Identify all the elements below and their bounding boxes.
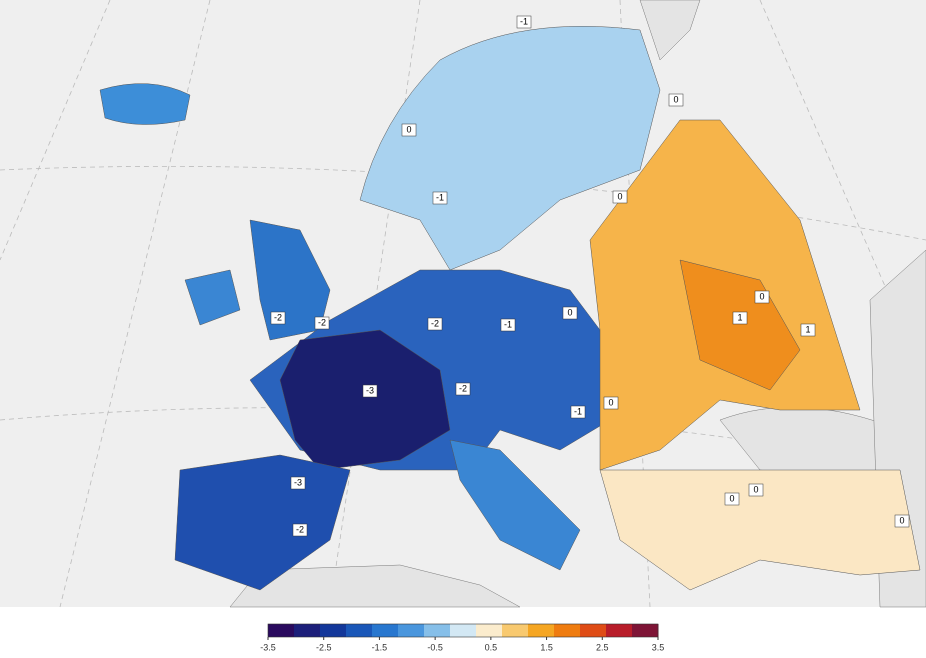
- contour-labels: -1 0 0 -1 0 0 1 1 -2 -1 0 -2 -2 -3 -2 -1 0 -3 -2 0 0 0: [270, 15, 910, 537]
- contour-label: 0: [729, 493, 734, 503]
- contour-label-box: [500, 318, 516, 332]
- contour-label: -1: [520, 16, 528, 26]
- contour-label: 0: [406, 124, 411, 134]
- contour-label-box: [270, 311, 286, 325]
- contour-label: -1: [574, 406, 582, 416]
- contour-label: 0: [608, 397, 613, 407]
- colorbar-segment: [606, 624, 633, 637]
- contour-label-box: [894, 514, 910, 528]
- colorbar-segment: [294, 624, 321, 637]
- contour-label-box: [290, 476, 306, 490]
- contour-label: -2: [296, 524, 304, 534]
- colorbar-segment: [502, 624, 529, 637]
- contour-label: 0: [753, 484, 758, 494]
- land: [229, 0, 926, 608]
- colorbar-segment: [580, 624, 607, 637]
- colorbar-tick-label: 3.5: [652, 642, 665, 652]
- contour-label-box: [570, 405, 586, 419]
- contour-label-box: [432, 191, 448, 205]
- contour-label: -1: [504, 319, 512, 329]
- colorbar-tick-label: -2.5: [316, 642, 332, 652]
- contour-label: -3: [366, 385, 374, 395]
- colorbar-tick-label: 2.5: [596, 642, 609, 652]
- anomaly-field: [99, 26, 921, 591]
- colorbar-segment: [632, 624, 659, 637]
- colorbar-segment: [346, 624, 373, 637]
- colorbar-frame: [267, 623, 659, 638]
- colorbar: -3.5 -2.5 -1.5 -0.5 0.5 1.5 2.5 3.5: [260, 623, 665, 652]
- colorbar-segment: [268, 624, 295, 637]
- colorbar-tick-label: 0.5: [485, 642, 498, 652]
- colorbar-segment: [372, 624, 399, 637]
- contour-label: 0: [759, 291, 764, 301]
- contour-label-box: [314, 316, 330, 330]
- contour-label: -2: [274, 312, 282, 322]
- colorbar-tick-label: -1.5: [372, 642, 388, 652]
- contour-label-box: [603, 396, 619, 410]
- colorbar-segment: [476, 624, 503, 637]
- contour-label: 0: [617, 191, 622, 201]
- contour-label: -1: [436, 192, 444, 202]
- colorbar-tick-label: -0.5: [427, 642, 443, 652]
- contour-label-box: [427, 317, 443, 331]
- contour-label-box: [800, 323, 816, 337]
- contour-label-box: [612, 190, 628, 204]
- contour-label-box: [748, 483, 764, 497]
- contour-label: -3: [294, 477, 302, 487]
- contour-label-box: [724, 492, 740, 506]
- colorbar-segment: [450, 624, 477, 637]
- colorbar-segment: [320, 624, 347, 637]
- contour-label-box: [516, 15, 532, 29]
- colorbar-segment: [424, 624, 451, 637]
- contour-label: -2: [318, 317, 326, 327]
- contour-label: 1: [737, 312, 742, 322]
- contour-label-box: [292, 523, 308, 537]
- contour-label: -2: [431, 318, 439, 328]
- contour-label-box: [455, 382, 471, 396]
- contour-label: 1: [805, 324, 810, 334]
- colorbar-tick-label: -3.5: [260, 642, 276, 652]
- contour-label-box: [562, 306, 578, 320]
- contour-label-box: [754, 290, 770, 304]
- contour-label: 0: [899, 515, 904, 525]
- colorbar-segment: [398, 624, 425, 637]
- contour-label-box: [401, 123, 417, 137]
- contour-label-box: [668, 93, 684, 107]
- colorbar-tick-label: 1.5: [540, 642, 553, 652]
- contour-label: 0: [673, 94, 678, 104]
- colorbar-segment: [528, 624, 555, 637]
- contour-label: -2: [459, 383, 467, 393]
- contour-label-box: [362, 384, 378, 398]
- contour-label: 0: [567, 307, 572, 317]
- colorbar-segment: [554, 624, 581, 637]
- contour-label-box: [732, 311, 748, 325]
